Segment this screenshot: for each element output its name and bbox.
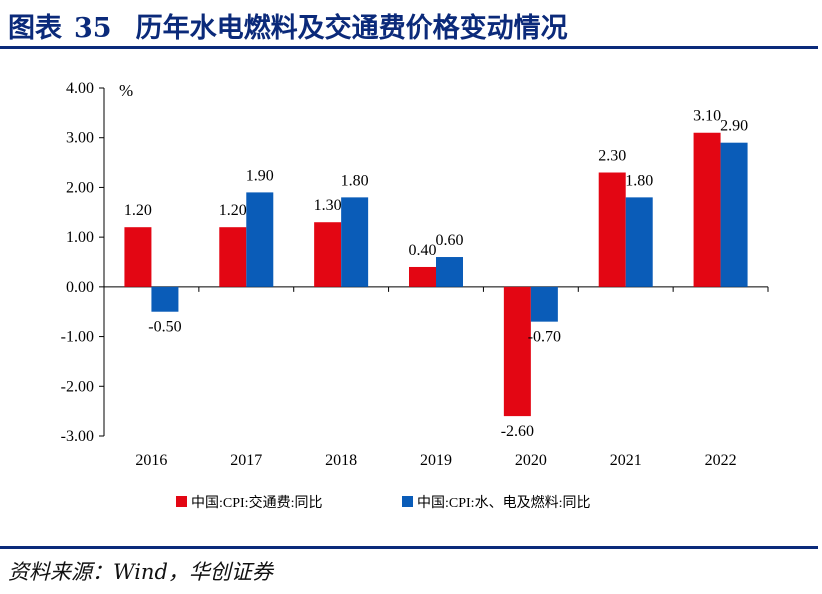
- figure-title-text: 历年水电燃料及交通费价格变动情况: [135, 13, 568, 44]
- y-tick-label: -2.00: [61, 378, 94, 395]
- header-rule: [0, 46, 818, 49]
- bar-series-2: [246, 192, 274, 287]
- y-tick-label: 1.00: [66, 229, 94, 246]
- data-label-series-1: -2.60: [501, 423, 534, 440]
- data-label-series-2: 1.80: [625, 172, 653, 189]
- bar-series-2: [530, 286, 558, 322]
- data-label-series-2: 2.90: [720, 118, 748, 135]
- figure-label: 图表: [8, 13, 62, 44]
- data-label-series-2: 0.60: [436, 232, 464, 249]
- bar-series-1: [219, 227, 247, 287]
- legend-label-series-2: 中国:CPI:水、电及燃料:同比: [417, 494, 590, 511]
- data-label-series-1: 1.20: [219, 202, 247, 219]
- bar-series-1: [693, 132, 721, 287]
- bar-series-1: [409, 266, 436, 287]
- figure-number: 35: [74, 13, 112, 44]
- data-label-series-2: -0.70: [528, 329, 561, 346]
- y-tick-label: 4.00: [66, 80, 94, 97]
- y-tick-label: -1.00: [61, 329, 94, 346]
- bar-series-2: [341, 197, 369, 287]
- data-label-series-1: 0.40: [409, 242, 437, 259]
- legend-swatch-series-2: [402, 496, 413, 507]
- x-tick-label: 2022: [705, 452, 737, 469]
- data-label-series-2: -0.50: [148, 319, 181, 336]
- bar-chart: 4.00 3.00 2.00 1.00 0.00 -1.00 -2.00 -3.00% 1.20…: [61, 80, 769, 511]
- bar-series-2: [151, 286, 179, 312]
- bar-series-1: [314, 222, 342, 287]
- y-tick-label: 2.00: [66, 179, 94, 196]
- x-tick-label: 2019: [420, 452, 452, 469]
- legend-swatch-series-1: [176, 496, 187, 507]
- x-tick-label: 2020: [515, 452, 547, 469]
- data-label-series-2: 1.80: [341, 172, 369, 189]
- x-tick-label: 2016: [135, 452, 167, 469]
- bar-series-2: [436, 257, 463, 287]
- bar-series-2: [625, 197, 653, 287]
- x-tick-label: 2017: [230, 452, 262, 469]
- x-tick-label: 2018: [325, 452, 357, 469]
- bar-series-2: [720, 142, 748, 287]
- y-tick-label: 3.00: [66, 130, 94, 147]
- data-label-series-1: 1.30: [314, 197, 342, 214]
- legend-label-series-1: 中国:CPI:交通费:同比: [191, 494, 322, 511]
- bar-series-1: [598, 172, 626, 287]
- data-label-series-2: 1.90: [246, 167, 274, 184]
- data-label-series-1: 1.20: [124, 202, 152, 219]
- source-note: 资料来源：Wind，华创证券: [8, 560, 273, 584]
- bar-series-1: [124, 227, 152, 287]
- data-label-series-1: 3.10: [693, 108, 721, 125]
- footer-rule: [0, 546, 818, 549]
- x-tick-label: 2021: [610, 452, 642, 469]
- bar-series-1: [503, 286, 531, 417]
- y-unit-label: %: [119, 81, 133, 100]
- y-tick-label: 0.00: [66, 279, 94, 296]
- data-label-series-1: 2.30: [598, 148, 626, 165]
- figure-title: 图表 35 历年水电燃料及交通费价格变动情况: [8, 6, 568, 45]
- figure-header: 图表 35 历年水电燃料及交通费价格变动情况: [0, 0, 822, 46]
- y-tick-label: -3.00: [61, 428, 94, 445]
